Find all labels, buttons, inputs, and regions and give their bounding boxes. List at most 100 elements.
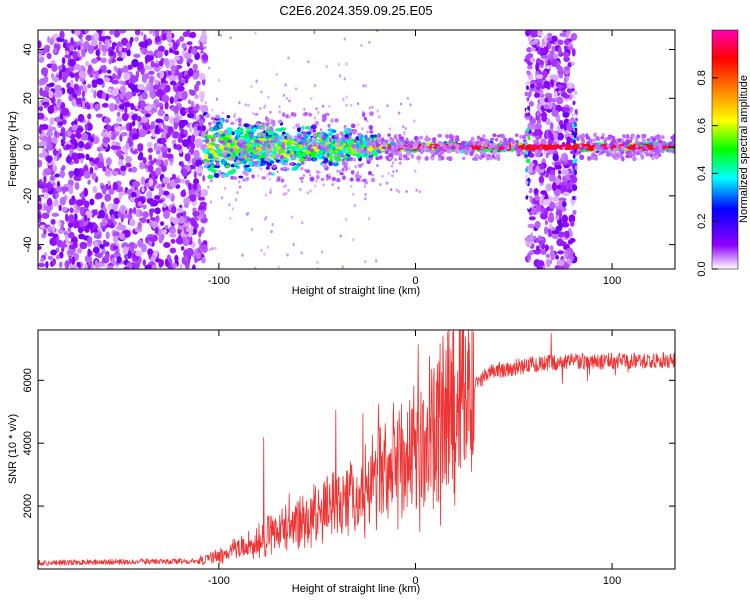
heatmap-cell [243,123,250,128]
heatmap-cell [210,138,215,142]
heatmap-cell [207,154,214,159]
heatmap-cell [277,265,280,269]
heatmap-cell [42,146,46,156]
heatmap-cell [342,142,347,147]
heatmap-cell [212,119,217,125]
heatmap-cell [220,119,223,122]
heatmap-cell [273,136,278,141]
heatmap-cell [340,153,344,157]
heatmap-cell [154,167,162,176]
heatmap-cell [92,246,100,254]
heatmap-cell [68,58,77,67]
heatmap-cell [522,134,527,140]
heatmap-cell [320,177,325,182]
heatmap-cell [604,137,608,141]
heatmap-cell [77,167,85,177]
heatmap-cell [170,238,176,244]
heatmap-cell [362,112,366,118]
heatmap-cell [200,104,209,114]
heatmap-cell [112,73,116,80]
heatmap-cell [364,260,367,264]
heatmap-cell [460,140,466,146]
heatmap-cell [111,42,116,51]
heatmap-cell [434,150,440,155]
heatmap-cell [140,243,147,253]
heatmap-cell [245,212,249,216]
heatmap-cell [93,31,100,41]
heatmap-cell [395,188,398,192]
heatmap-cell [354,146,357,150]
heatmap-cell [356,102,360,106]
heatmap-cell [256,122,261,127]
heatmap-cell [201,256,206,264]
heatmap-cell [354,173,360,179]
heatmap-cell [591,152,595,157]
heatmap-cell [366,119,369,123]
heatmap-cell [275,179,279,183]
heatmap-cell [113,231,120,238]
heatmap-cell [469,151,474,156]
heatmap-cell [343,161,348,166]
heatmap-cell [324,153,327,157]
heatmap-cell [92,186,98,194]
heatmap-cell [136,115,142,122]
heatmap-cell [266,174,269,178]
heatmap-cell [366,130,369,134]
heatmap-cell [377,132,381,138]
heatmap-cell [205,130,209,135]
heatmap-cell [464,150,469,156]
heatmap-cell [270,127,274,132]
heatmap-cell [350,103,353,107]
heatmap-cell [279,154,284,160]
heatmap-cell [587,155,592,161]
heatmap-cell [345,217,348,221]
heatmap-cell [47,155,52,164]
heatmap-cell [83,142,91,150]
heatmap-cell [667,149,673,153]
spectrogram-heatmap [38,30,675,269]
heatmap-cell [80,132,89,141]
heatmap-cell [246,152,250,158]
heatmap-cell [111,88,119,97]
heatmap-cell [285,97,289,100]
heatmap-cell [261,141,265,144]
heatmap-cell [454,137,460,142]
heatmap-cell [134,243,138,249]
heatmap-cell [171,228,175,235]
heatmap-cell [254,146,261,151]
heatmap-cell [238,185,242,189]
heatmap-cell [68,256,72,265]
heatmap-cell [254,155,258,159]
heatmap-cell [145,55,152,62]
heatmap-cell [402,125,405,129]
heatmap-cell [320,143,323,147]
heatmap-cell [123,101,131,108]
heatmap-cell [131,58,139,68]
heatmap-cell [214,143,219,148]
heatmap-cell [162,176,170,184]
heatmap-cell [557,39,564,46]
heatmap-cell [205,139,210,144]
heatmap-cell [651,137,657,142]
heatmap-cell [483,143,488,148]
heatmap-cell [591,156,596,160]
heatmap-cell [639,141,644,146]
heatmap-cell [129,75,137,84]
heatmap-cell [85,101,90,109]
heatmap-cell [299,176,305,180]
heatmap-cell [74,30,81,36]
heatmap-cell [218,130,225,134]
heatmap-cell [147,236,156,242]
heatmap-cell [300,180,304,183]
heatmap-cell [439,143,444,147]
heatmap-cell [292,126,296,129]
heatmap-cell [640,154,645,160]
heatmap-cell [304,150,312,155]
heatmap-cell [241,141,247,145]
heatmap-cell [288,115,292,119]
heatmap-cell [111,79,120,85]
heatmap-cell [359,140,363,145]
heatmap-cell [38,53,42,59]
heatmap-cell [76,137,82,143]
heatmap-cell [365,181,369,185]
